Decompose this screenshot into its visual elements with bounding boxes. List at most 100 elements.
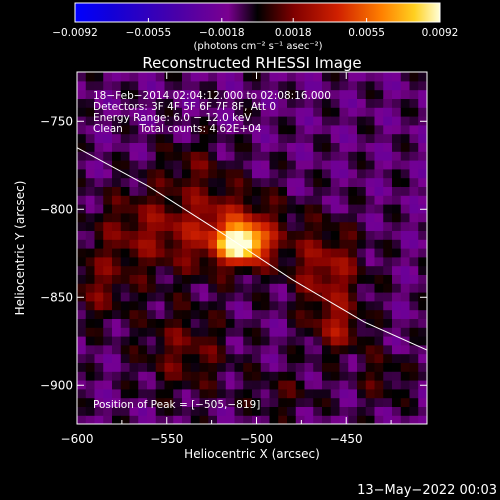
heatmap-cell (243, 397, 253, 407)
heatmap-cell (208, 274, 218, 284)
heatmap-cell (234, 142, 244, 152)
heatmap-cell (313, 89, 323, 99)
heatmap-cell (269, 124, 279, 135)
heatmap-cell (182, 327, 192, 337)
heatmap-cell (225, 371, 236, 381)
heatmap-cell (85, 230, 96, 240)
heatmap-cell (190, 80, 201, 91)
heatmap-cell (260, 300, 271, 311)
heatmap-cell (252, 80, 262, 91)
heatmap-cell (392, 362, 402, 372)
heatmap-cell (339, 318, 349, 328)
heatmap-cell (173, 204, 183, 214)
heatmap-cell (252, 336, 262, 346)
heatmap-cell (94, 168, 104, 179)
heatmap-cell (217, 160, 227, 170)
heatmap-cell (400, 274, 411, 284)
heatmap-cell (138, 300, 148, 311)
heatmap-cell (208, 318, 218, 328)
heatmap-cell (243, 239, 253, 249)
heatmap-cell (348, 239, 358, 249)
heatmap-cell (339, 300, 349, 311)
heatmap-cell (217, 415, 227, 424)
heatmap-cell (234, 80, 244, 91)
heatmap-cell (357, 221, 367, 231)
heatmap-cell (164, 380, 174, 390)
heatmap-cell (112, 116, 122, 126)
heatmap-cell (208, 204, 218, 214)
heatmap-cell (129, 380, 139, 390)
heatmap-cell (208, 362, 218, 372)
heatmap-cell (182, 89, 192, 99)
heatmap-cell (348, 309, 358, 319)
heatmap-cell (94, 397, 104, 407)
heatmap-cell (112, 353, 122, 363)
heatmap-cell (182, 283, 192, 293)
heatmap-cell (295, 309, 306, 319)
heatmap-cell (348, 186, 358, 196)
heatmap-cell (252, 371, 262, 381)
heatmap-cell (103, 309, 113, 319)
heatmap-cell (120, 195, 131, 205)
heatmap-cell (173, 151, 183, 161)
heatmap-cell (190, 336, 201, 346)
heatmap-cell (322, 142, 332, 152)
heatmap-cell (182, 186, 192, 196)
heatmap-cell (164, 212, 174, 223)
heatmap-cell (243, 274, 253, 284)
heatmap-cell (129, 309, 139, 319)
heatmap-cell (348, 160, 358, 170)
heatmap-cell (77, 89, 87, 99)
heatmap-cell (199, 133, 209, 143)
heatmap-cell (138, 168, 148, 179)
heatmap-cell (155, 107, 166, 117)
heatmap-cell (155, 309, 166, 319)
heatmap-cell (304, 336, 314, 346)
heatmap-cell (260, 239, 271, 249)
heatmap-cell (269, 300, 279, 311)
heatmap-cell (77, 221, 87, 231)
heatmap-cell (120, 256, 131, 267)
heatmap-cell (409, 318, 419, 328)
heatmap-cell (199, 362, 209, 372)
heatmap-cell (339, 107, 349, 117)
heatmap-cell (409, 336, 419, 346)
heatmap-image (77, 72, 427, 424)
heatmap-cell (269, 406, 279, 416)
heatmap-cell (138, 89, 148, 99)
heatmap-cell (94, 186, 104, 196)
heatmap-cell (94, 336, 104, 346)
heatmap-cell (304, 283, 314, 293)
heatmap-cell (182, 380, 192, 390)
heatmap-cell (409, 292, 419, 302)
heatmap-cell (383, 160, 393, 170)
heatmap-cell (225, 388, 236, 399)
heatmap-cell (243, 195, 253, 205)
heatmap-cell (357, 336, 367, 346)
heatmap-cell (330, 415, 341, 424)
heatmap-cell (225, 107, 236, 117)
heatmap-cell (155, 204, 166, 214)
heatmap-cell (85, 344, 96, 355)
heatmap-cell (269, 160, 279, 170)
heatmap-cell (313, 195, 323, 205)
heatmap-cell (365, 195, 376, 205)
heatmap-cell (365, 133, 376, 143)
heatmap-cell (234, 292, 244, 302)
heatmap-cell (330, 336, 341, 346)
heatmap-cell (374, 177, 384, 187)
heatmap-cell (278, 124, 288, 135)
heatmap-cell (164, 353, 174, 363)
heatmap-cell (400, 133, 411, 143)
heatmap-cell (260, 292, 271, 302)
heatmap-cell (155, 292, 166, 302)
heatmap-cell (147, 204, 157, 214)
heatmap-cell (304, 300, 314, 311)
heatmap-cell (278, 380, 288, 390)
heatmap-cell (243, 186, 253, 196)
heatmap-cell (287, 309, 297, 319)
heatmap-cell (374, 221, 384, 231)
heatmap-cell (409, 362, 419, 372)
heatmap-cell (365, 344, 376, 355)
heatmap-cell (225, 292, 236, 302)
